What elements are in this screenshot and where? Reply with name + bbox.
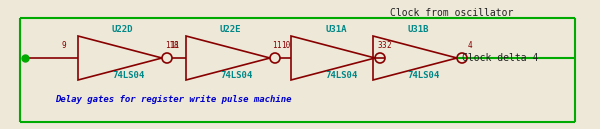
Text: 74LS04: 74LS04 bbox=[112, 71, 144, 80]
Text: 74LS04: 74LS04 bbox=[220, 71, 252, 80]
Text: 11: 11 bbox=[170, 41, 179, 50]
Text: 11: 11 bbox=[165, 41, 174, 50]
Text: 74LS04: 74LS04 bbox=[325, 71, 357, 80]
Text: U31B: U31B bbox=[407, 26, 428, 34]
Text: 9: 9 bbox=[62, 41, 67, 50]
Text: 8: 8 bbox=[173, 41, 178, 50]
Text: 1: 1 bbox=[272, 41, 277, 50]
Text: U31A: U31A bbox=[325, 26, 347, 34]
Text: U22D: U22D bbox=[112, 26, 133, 34]
Text: 3: 3 bbox=[378, 41, 383, 50]
Text: 3: 3 bbox=[381, 41, 386, 50]
Text: Clock delta 4: Clock delta 4 bbox=[462, 53, 538, 63]
Text: 74LS04: 74LS04 bbox=[407, 71, 439, 80]
Text: 2: 2 bbox=[386, 41, 391, 50]
Text: 1: 1 bbox=[276, 41, 281, 50]
Text: Delay gates for register write pulse machine: Delay gates for register write pulse mac… bbox=[55, 95, 292, 104]
Text: 10: 10 bbox=[281, 41, 290, 50]
Text: Clock from oscillator: Clock from oscillator bbox=[390, 8, 514, 18]
Text: U22E: U22E bbox=[220, 26, 241, 34]
Text: 4: 4 bbox=[468, 41, 473, 50]
